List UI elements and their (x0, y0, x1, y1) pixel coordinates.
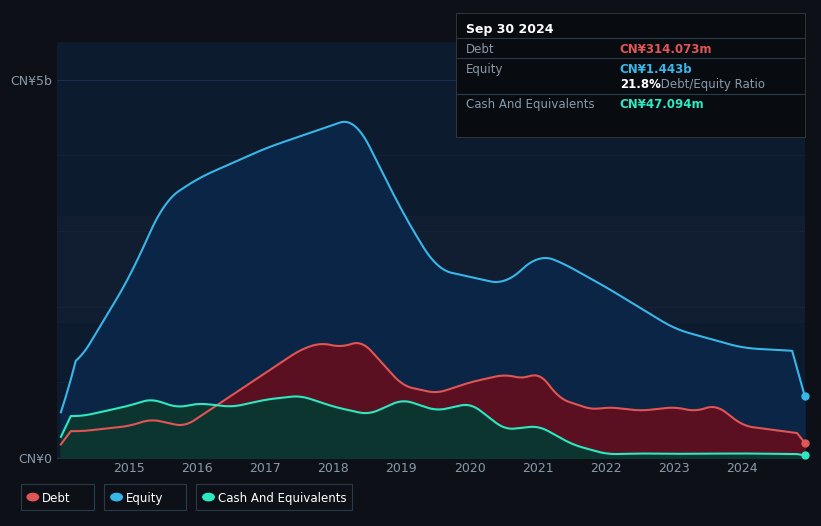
Text: Equity: Equity (126, 492, 163, 505)
Bar (57, 216, 805, 321)
Text: 21.8%: 21.8% (620, 78, 661, 92)
Text: Debt: Debt (42, 492, 71, 505)
Text: Cash And Equivalents: Cash And Equivalents (466, 98, 594, 111)
Text: CN¥1.443b: CN¥1.443b (620, 63, 692, 76)
Point (798, 451, 811, 460)
Text: Sep 30 2024: Sep 30 2024 (466, 23, 553, 36)
Text: CN¥314.073m: CN¥314.073m (620, 43, 713, 56)
Point (798, 438, 811, 447)
Text: Cash And Equivalents: Cash And Equivalents (218, 492, 346, 505)
Point (798, 391, 811, 400)
Text: Equity: Equity (466, 63, 503, 76)
Text: CN¥47.094m: CN¥47.094m (620, 98, 704, 111)
Text: Debt: Debt (466, 43, 494, 56)
Text: Debt/Equity Ratio: Debt/Equity Ratio (657, 78, 765, 92)
